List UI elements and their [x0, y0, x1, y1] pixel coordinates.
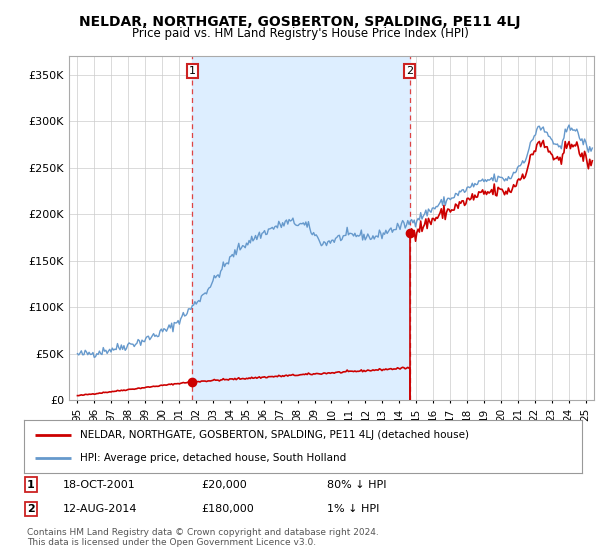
Text: NELDAR, NORTHGATE, GOSBERTON, SPALDING, PE11 4LJ: NELDAR, NORTHGATE, GOSBERTON, SPALDING, …	[79, 15, 521, 29]
Text: 18-OCT-2001: 18-OCT-2001	[63, 480, 136, 490]
Text: HPI: Average price, detached house, South Holland: HPI: Average price, detached house, Sout…	[80, 453, 346, 463]
Text: 1% ↓ HPI: 1% ↓ HPI	[327, 504, 379, 514]
Text: 12-AUG-2014: 12-AUG-2014	[63, 504, 137, 514]
Bar	[193, 56, 410, 400]
Text: Contains HM Land Registry data © Crown copyright and database right 2024.
This d: Contains HM Land Registry data © Crown c…	[27, 528, 379, 547]
Text: £20,000: £20,000	[201, 480, 247, 490]
Text: 80% ↓ HPI: 80% ↓ HPI	[327, 480, 386, 490]
Text: 1: 1	[189, 67, 196, 77]
Text: 2: 2	[406, 67, 413, 77]
Text: 2: 2	[27, 504, 35, 514]
Text: 1: 1	[27, 480, 35, 490]
Text: Price paid vs. HM Land Registry's House Price Index (HPI): Price paid vs. HM Land Registry's House …	[131, 27, 469, 40]
Text: £180,000: £180,000	[201, 504, 254, 514]
Text: NELDAR, NORTHGATE, GOSBERTON, SPALDING, PE11 4LJ (detached house): NELDAR, NORTHGATE, GOSBERTON, SPALDING, …	[80, 430, 469, 440]
